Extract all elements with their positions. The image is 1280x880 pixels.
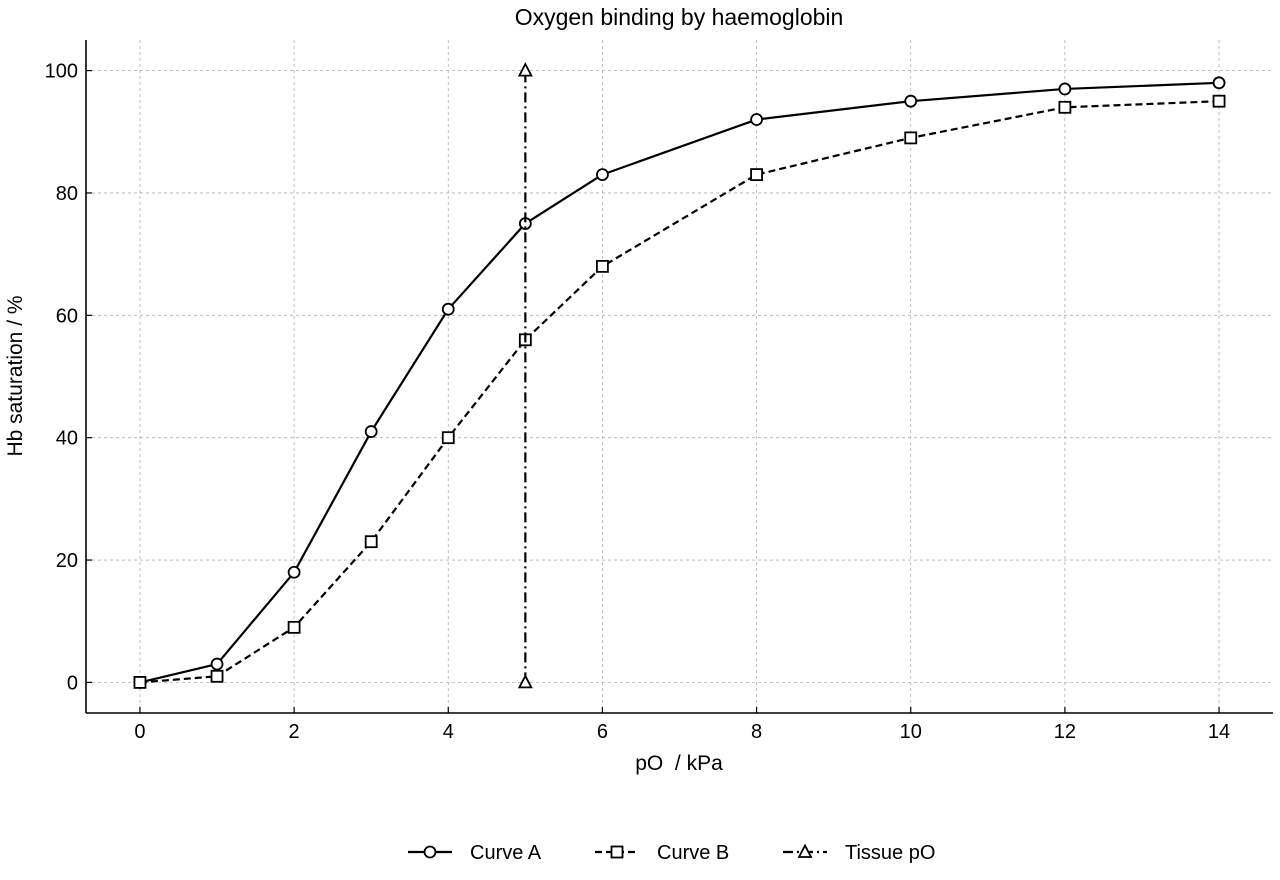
- x-tick-label: 2: [289, 721, 300, 743]
- chart-title: Oxygen binding by haemoglobin: [515, 4, 844, 30]
- legend-entry: Curve A: [408, 842, 542, 864]
- x-tick-label: 4: [443, 721, 454, 743]
- y-axis-ticks: 0 20 40 60 80 100: [45, 61, 92, 694]
- data-point-circle: [287, 565, 301, 579]
- data-point-square: [904, 131, 918, 145]
- data-point-circle: [210, 657, 224, 671]
- data-point-square: [1212, 94, 1226, 108]
- data-point-square: [133, 676, 147, 689]
- data-point-square: [287, 620, 301, 634]
- x-tick-label: 6: [597, 721, 608, 743]
- data-point-triangle: [517, 673, 533, 689]
- legend-marker: [610, 845, 624, 859]
- y-tick-label: 20: [56, 550, 78, 572]
- x-axis-label: pO / kPa: [635, 752, 723, 775]
- legend-marker: [423, 845, 437, 859]
- data-point-circle: [1058, 82, 1072, 96]
- series-curve-b: [133, 94, 1226, 689]
- x-tick-label: 8: [751, 721, 762, 743]
- x-tick-label: 0: [134, 721, 145, 743]
- data-point-triangle: [517, 62, 533, 77]
- axes: [85, 40, 1273, 714]
- legend-marker: [797, 843, 813, 858]
- x-tick-label: 14: [1208, 721, 1230, 743]
- series-line: [139, 81, 1220, 684]
- legend-label: Tissue pO: [845, 842, 935, 864]
- series-curve-a: [133, 76, 1226, 689]
- series-line: [139, 100, 1220, 684]
- data-point-circle: [750, 113, 763, 126]
- data-point-square: [210, 669, 224, 683]
- y-axis-label: Hb saturation / %: [4, 295, 27, 456]
- data-point-circle: [904, 94, 918, 108]
- y-tick-label: 100: [45, 61, 78, 83]
- x-tick-label: 10: [900, 721, 922, 743]
- data-series: [133, 62, 1226, 689]
- y-tick-label: 80: [56, 183, 78, 205]
- data-point-square: [596, 259, 609, 273]
- data-point-square: [750, 168, 763, 182]
- legend-label: Curve B: [657, 842, 729, 864]
- grid-lines: [86, 40, 1273, 713]
- legend: Curve A Curve B Tissue pO: [408, 842, 935, 864]
- data-point-square: [1058, 100, 1072, 114]
- y-tick-label: 40: [56, 428, 78, 450]
- y-tick-label: 0: [67, 672, 78, 694]
- x-tick-label: 12: [1054, 721, 1076, 743]
- y-tick-label: 60: [56, 305, 78, 327]
- data-point-square: [364, 535, 378, 549]
- series-tissue-po: [517, 62, 533, 689]
- data-point-circle: [1212, 76, 1226, 90]
- legend-entry: Curve B: [595, 842, 729, 864]
- x-axis-ticks: 0 2 4 6 8 10 12 14: [134, 707, 1230, 743]
- data-point-circle: [364, 425, 378, 438]
- data-point-square: [441, 431, 455, 445]
- data-point-circle: [441, 302, 455, 316]
- data-point-circle: [596, 168, 609, 182]
- legend-label: Curve A: [470, 842, 542, 864]
- legend-entry: Tissue pO: [783, 842, 935, 864]
